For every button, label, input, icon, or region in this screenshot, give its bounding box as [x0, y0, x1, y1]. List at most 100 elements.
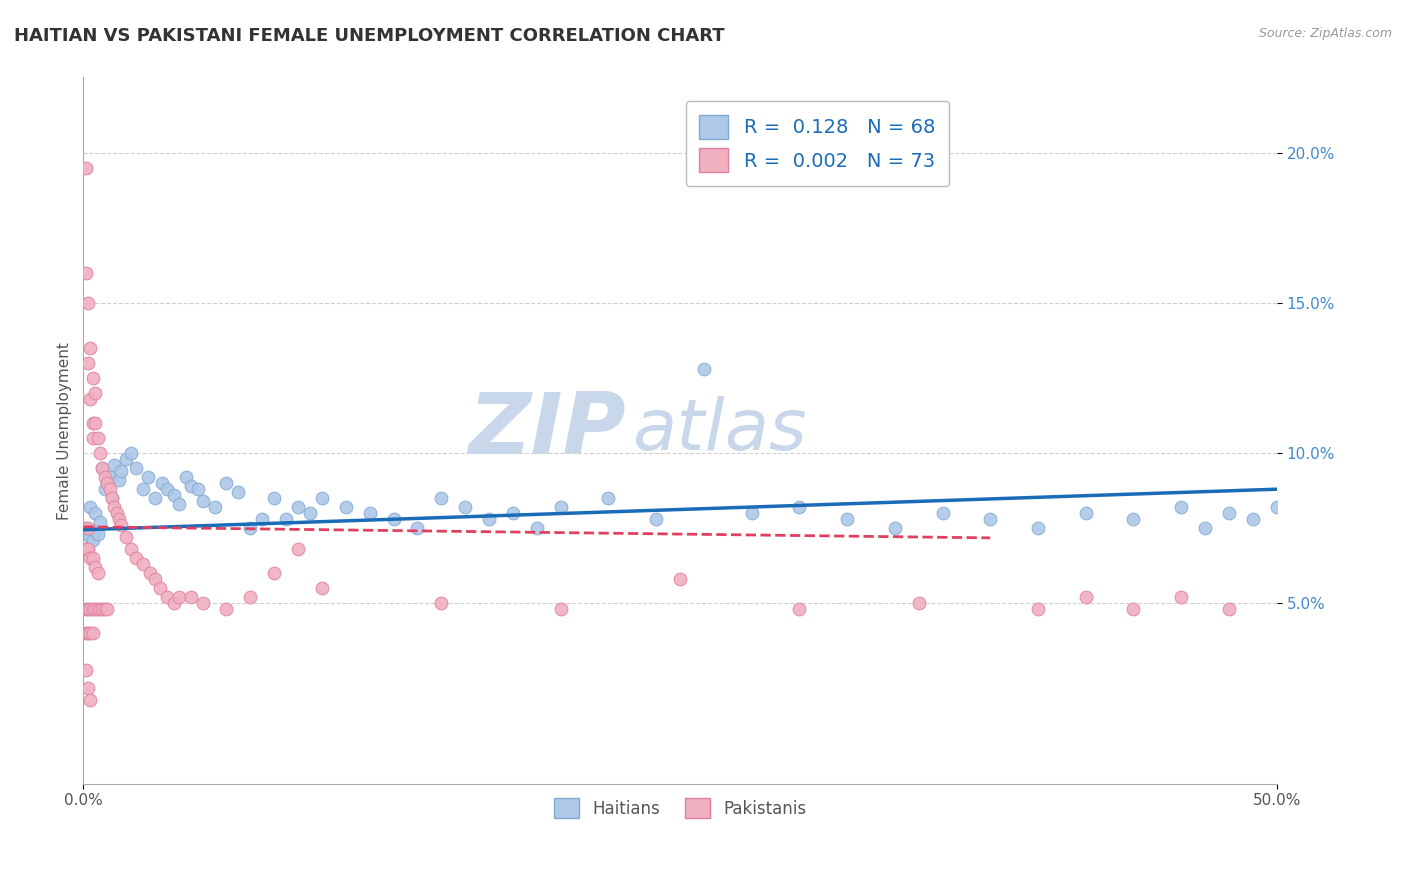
Point: [1122, 512, 1144, 526]
Point: [96, 602, 118, 616]
Point: [105, 506, 128, 520]
Point: [75, 663, 97, 677]
Point: [75, 626, 97, 640]
Point: [215, 602, 238, 616]
Point: [89, 515, 111, 529]
Point: [789, 602, 811, 616]
Point: [1265, 500, 1288, 515]
Point: [132, 482, 155, 496]
Point: [835, 512, 858, 526]
Point: [1170, 591, 1192, 605]
Point: [86, 431, 108, 445]
Point: [526, 521, 548, 535]
Text: HAITIAN VS PAKISTANI FEMALE UNEMPLOYMENT CORRELATION CHART: HAITIAN VS PAKISTANI FEMALE UNEMPLOYMENT…: [14, 27, 724, 45]
Point: [406, 521, 429, 535]
Point: [645, 512, 668, 526]
Y-axis label: Female Unemployment: Female Unemployment: [58, 342, 72, 519]
Point: [382, 512, 405, 526]
Point: [136, 470, 159, 484]
Point: [96, 476, 118, 491]
Point: [478, 512, 501, 526]
Point: [120, 446, 142, 460]
Point: [82, 602, 104, 616]
Point: [75, 542, 97, 557]
Text: atlas: atlas: [633, 396, 807, 465]
Point: [79, 341, 101, 355]
Point: [94, 602, 117, 616]
Point: [215, 476, 238, 491]
Point: [103, 458, 125, 472]
Point: [75, 521, 97, 535]
Point: [125, 461, 148, 475]
Legend: Haitians, Pakistanis: Haitians, Pakistanis: [547, 791, 813, 825]
Point: [101, 491, 124, 506]
Point: [75, 266, 97, 280]
Point: [1241, 512, 1264, 526]
Point: [1074, 591, 1097, 605]
Point: [180, 591, 202, 605]
Point: [598, 491, 620, 506]
Point: [1122, 602, 1144, 616]
Text: ZIP: ZIP: [468, 389, 626, 472]
Point: [77, 356, 100, 370]
Point: [79, 626, 101, 640]
Point: [77, 681, 100, 695]
Point: [163, 488, 186, 502]
Point: [239, 591, 262, 605]
Point: [110, 464, 132, 478]
Point: [77, 542, 100, 557]
Point: [108, 473, 131, 487]
Point: [84, 506, 107, 520]
Point: [79, 692, 101, 706]
Point: [82, 371, 104, 385]
Point: [299, 506, 322, 520]
Point: [174, 470, 197, 484]
Point: [86, 527, 108, 541]
Point: [156, 482, 179, 496]
Point: [276, 512, 298, 526]
Point: [931, 506, 953, 520]
Point: [96, 476, 118, 491]
Point: [84, 560, 107, 574]
Point: [741, 506, 763, 520]
Point: [263, 491, 285, 506]
Point: [75, 602, 97, 616]
Point: [84, 416, 107, 430]
Point: [89, 602, 111, 616]
Point: [79, 500, 101, 515]
Point: [156, 591, 179, 605]
Point: [77, 602, 100, 616]
Point: [77, 626, 100, 640]
Point: [883, 521, 905, 535]
Point: [115, 452, 138, 467]
Point: [84, 386, 107, 401]
Point: [82, 626, 104, 640]
Point: [430, 491, 453, 506]
Point: [454, 500, 477, 515]
Point: [204, 500, 226, 515]
Point: [77, 296, 100, 310]
Point: [263, 566, 285, 581]
Point: [94, 482, 117, 496]
Point: [359, 506, 381, 520]
Point: [139, 566, 162, 581]
Point: [82, 431, 104, 445]
Point: [789, 500, 811, 515]
Point: [150, 476, 173, 491]
Point: [167, 591, 190, 605]
Point: [430, 596, 453, 610]
Point: [252, 512, 274, 526]
Point: [79, 551, 101, 566]
Point: [82, 533, 104, 548]
Point: [91, 602, 114, 616]
Point: [335, 500, 357, 515]
Point: [132, 558, 155, 572]
Point: [82, 416, 104, 430]
Point: [94, 470, 117, 484]
Point: [1218, 602, 1240, 616]
Point: [167, 497, 190, 511]
Point: [120, 542, 142, 557]
Point: [287, 542, 309, 557]
Point: [669, 573, 692, 587]
Point: [79, 392, 101, 406]
